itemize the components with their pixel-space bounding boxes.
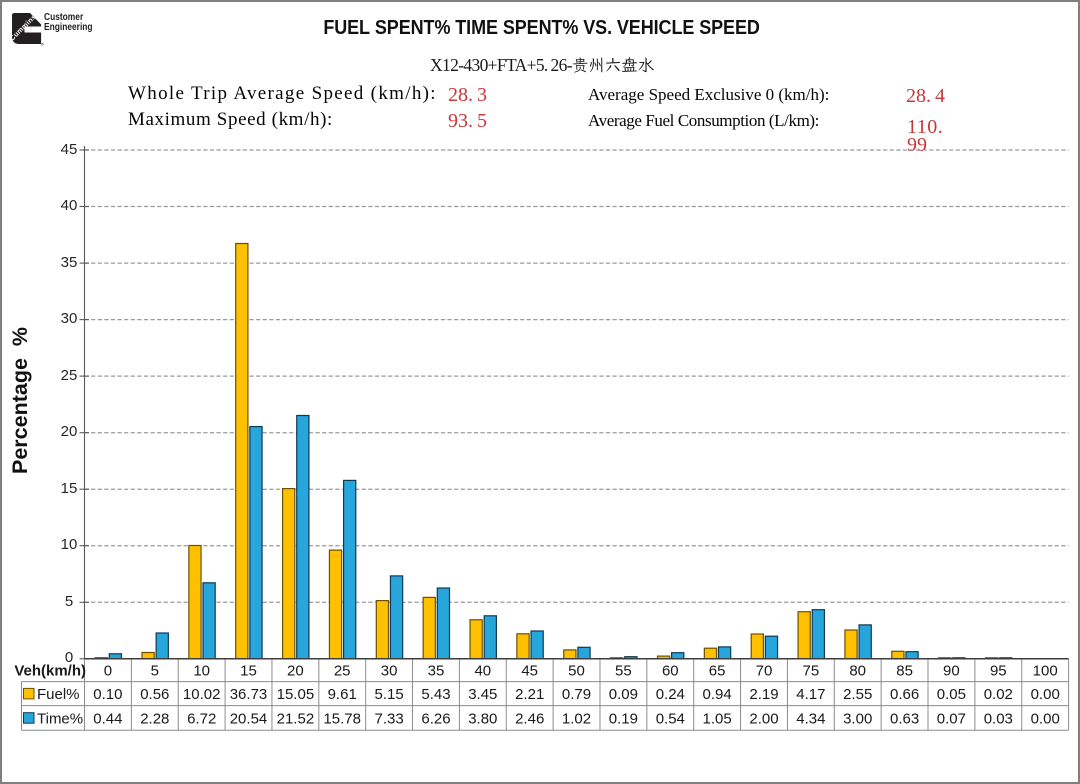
svg-text:0.94: 0.94 xyxy=(702,686,731,703)
svg-text:20.54: 20.54 xyxy=(230,710,268,727)
svg-text:0.24: 0.24 xyxy=(656,686,685,703)
svg-text:15.78: 15.78 xyxy=(323,710,361,727)
svg-text:1.02: 1.02 xyxy=(562,710,591,727)
svg-text:2.21: 2.21 xyxy=(515,686,544,703)
svg-text:5.15: 5.15 xyxy=(374,686,403,703)
svg-text:0: 0 xyxy=(104,663,112,680)
svg-text:3.00: 3.00 xyxy=(843,710,872,727)
svg-text:2.46: 2.46 xyxy=(515,710,544,727)
svg-text:15: 15 xyxy=(240,663,257,680)
svg-text:0.00: 0.00 xyxy=(1031,710,1060,727)
svg-text:2.00: 2.00 xyxy=(749,710,778,727)
svg-text:55: 55 xyxy=(615,663,632,680)
svg-text:70: 70 xyxy=(756,663,773,680)
svg-text:0.54: 0.54 xyxy=(656,710,685,727)
svg-text:2.55: 2.55 xyxy=(843,686,872,703)
svg-text:0.05: 0.05 xyxy=(937,686,966,703)
svg-text:90: 90 xyxy=(943,663,960,680)
svg-text:7.33: 7.33 xyxy=(374,710,403,727)
svg-text:95: 95 xyxy=(990,663,1007,680)
svg-text:100: 100 xyxy=(1033,663,1058,680)
svg-text:0.09: 0.09 xyxy=(609,686,638,703)
svg-text:6.72: 6.72 xyxy=(187,710,216,727)
svg-text:15.05: 15.05 xyxy=(277,686,315,703)
svg-text:0.19: 0.19 xyxy=(609,710,638,727)
svg-text:35: 35 xyxy=(428,663,445,680)
svg-text:6.26: 6.26 xyxy=(421,710,450,727)
svg-text:4.34: 4.34 xyxy=(796,710,825,727)
svg-text:85: 85 xyxy=(896,663,913,680)
svg-text:36.73: 36.73 xyxy=(230,686,268,703)
svg-text:50: 50 xyxy=(568,663,585,680)
svg-text:3.45: 3.45 xyxy=(468,686,497,703)
svg-text:0.66: 0.66 xyxy=(890,686,919,703)
svg-text:Veh(km/h): Veh(km/h) xyxy=(14,663,86,680)
svg-text:25: 25 xyxy=(334,663,351,680)
svg-text:2.19: 2.19 xyxy=(749,686,778,703)
svg-text:4.17: 4.17 xyxy=(796,686,825,703)
svg-text:0.02: 0.02 xyxy=(984,686,1013,703)
svg-text:0.03: 0.03 xyxy=(984,710,1013,727)
svg-text:75: 75 xyxy=(803,663,820,680)
svg-text:10.02: 10.02 xyxy=(183,686,221,703)
svg-text:Time%: Time% xyxy=(37,710,83,727)
svg-text:80: 80 xyxy=(849,663,866,680)
svg-text:0.07: 0.07 xyxy=(937,710,966,727)
svg-text:0.56: 0.56 xyxy=(140,686,169,703)
svg-text:20: 20 xyxy=(287,663,304,680)
svg-text:65: 65 xyxy=(709,663,726,680)
svg-text:21.52: 21.52 xyxy=(277,710,315,727)
svg-text:9.61: 9.61 xyxy=(328,686,357,703)
svg-text:0.63: 0.63 xyxy=(890,710,919,727)
svg-text:2.28: 2.28 xyxy=(140,710,169,727)
svg-text:45: 45 xyxy=(521,663,538,680)
svg-text:40: 40 xyxy=(474,663,491,680)
svg-text:10: 10 xyxy=(193,663,210,680)
svg-text:0.00: 0.00 xyxy=(1031,686,1060,703)
svg-text:0.44: 0.44 xyxy=(93,710,122,727)
svg-text:3.80: 3.80 xyxy=(468,710,497,727)
svg-text:30: 30 xyxy=(381,663,398,680)
svg-text:60: 60 xyxy=(662,663,679,680)
svg-text:Fuel%: Fuel% xyxy=(37,686,80,703)
svg-text:5.43: 5.43 xyxy=(421,686,450,703)
svg-text:0.79: 0.79 xyxy=(562,686,591,703)
svg-text:0.10: 0.10 xyxy=(93,686,122,703)
svg-text:1.05: 1.05 xyxy=(702,710,731,727)
svg-text:5: 5 xyxy=(151,663,159,680)
